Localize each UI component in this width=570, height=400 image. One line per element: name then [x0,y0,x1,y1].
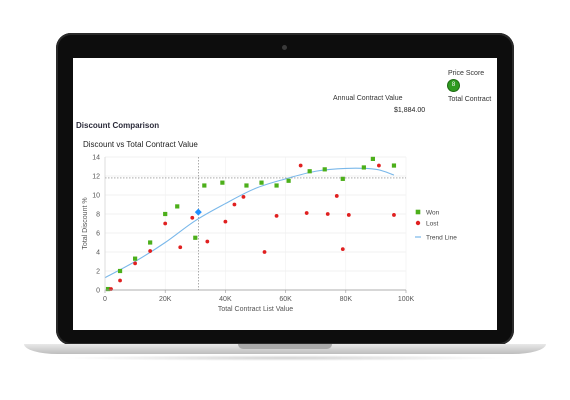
camera-dot [282,45,287,50]
won-point [391,163,397,168]
lost-point [163,221,168,226]
lost-point [325,212,330,216]
x-tick-label: 0 [103,296,107,303]
lost-point [133,261,137,266]
lost-point [298,163,303,168]
price-score-label: Price Score [448,70,485,77]
x-tick-label: 60K [279,296,292,303]
legend-won-marker [415,209,421,215]
price-score-badge: 8 [448,80,459,91]
annual-contract-value: $1,884.00 [394,107,426,114]
lost-point [118,278,122,283]
won-point [244,183,249,188]
axes: 0 2 4 6 8 10 12 14 0 20K 40K 60K 80K 100K [92,154,414,303]
lost-point [377,163,381,168]
won-point [193,235,198,240]
laptop-base [24,344,546,354]
won-point [286,178,291,183]
x-tick-label: 20K [159,296,172,303]
won-point [202,183,207,188]
lost-point [223,219,228,224]
chart-legend: Won Lost Trend Line [415,209,457,241]
highlight-point [194,208,202,216]
lost-point [334,194,339,198]
won-point [307,169,312,174]
y-axis-label: Total Discount % [82,197,89,249]
won-point [175,204,180,209]
x-tick-label: 100K [398,296,415,303]
lost-point [148,249,153,253]
lost-point [205,239,210,244]
won-point [259,180,264,185]
won-point [163,211,168,217]
lost-point [340,247,345,252]
trend-line [104,167,395,279]
lost-point [190,215,195,220]
legend-lost-label: Lost [426,220,438,227]
lost-point [241,195,246,199]
y-tick-label: 14 [92,154,100,161]
won-point [105,286,111,292]
y-tick-label: 10 [92,192,100,199]
screen: Price Score 8 Total Contract Annual Cont… [73,58,497,330]
total-contract-label: Total Contract [448,96,492,103]
won-point [322,167,327,172]
y-tick-label: 8 [96,211,100,218]
y-tick-label: 0 [96,287,100,294]
x-axis-label: Total Contract List Value [218,306,293,313]
lost-point [304,211,309,215]
chart-title: Discount vs Total Contract Value [83,140,198,149]
section-title: Discount Comparison [76,121,160,130]
crosshair [105,157,406,290]
laptop-shadow [60,355,510,361]
won-point [133,256,138,261]
discount-scatter-chart: 0 2 4 6 8 10 12 14 0 20K 40K 60K 80K 100K Total Contr… [82,154,457,313]
y-tick-label: 12 [92,173,100,180]
won-point [340,176,345,181]
x-tick-label: 40K [219,296,232,303]
lost-point [232,202,237,207]
x-tick-label: 80K [340,296,353,303]
won-point [148,240,153,245]
lost-point [262,250,267,254]
trend-line-path [104,167,395,279]
y-tick-label: 2 [96,268,100,275]
won-point [274,183,279,188]
legend-trend-label: Trend Line [426,234,457,241]
won-point [361,165,366,170]
lost-point [178,245,183,250]
grid-lines [104,156,407,291]
won-point [370,156,375,161]
y-tick-label: 6 [96,230,100,237]
legend-lost-marker [415,220,421,226]
lost-point [274,214,279,218]
data-points [105,156,397,292]
laptop-notch [238,344,332,349]
y-tick-label: 4 [96,249,100,256]
lost-point [392,213,396,217]
won-point [220,180,225,185]
won-point [117,268,123,274]
lost-point [346,213,351,217]
legend-won-label: Won [426,209,440,216]
annual-contract-label: Annual Contract Value [333,95,403,102]
